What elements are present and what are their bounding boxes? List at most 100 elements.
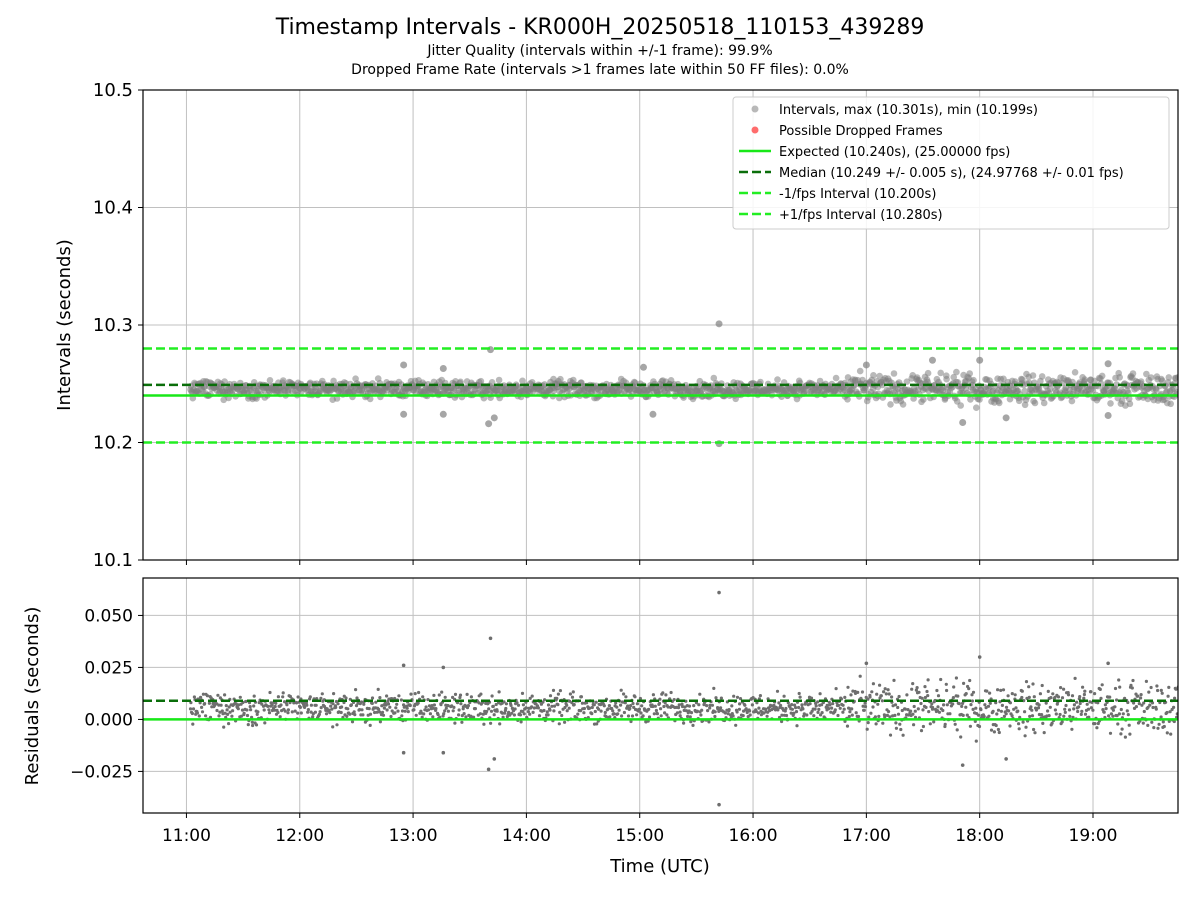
residual-point bbox=[1004, 705, 1009, 709]
residual-point bbox=[509, 703, 513, 708]
interval-point bbox=[1047, 385, 1054, 393]
residual-point bbox=[339, 710, 343, 715]
residual-point bbox=[1066, 693, 1071, 697]
residual-point bbox=[294, 701, 299, 705]
residual-point bbox=[482, 722, 486, 726]
residual-point bbox=[413, 692, 417, 696]
residual-point bbox=[1085, 702, 1089, 706]
residual-point bbox=[396, 709, 400, 713]
residual-point bbox=[394, 706, 398, 710]
residual-point bbox=[1136, 694, 1140, 698]
residual-point bbox=[875, 692, 879, 696]
residual-point bbox=[406, 710, 410, 714]
residual-point bbox=[970, 699, 975, 703]
y-tick-label: 10.1 bbox=[93, 550, 133, 571]
residuals-y-axis-label: Residuals (seconds) bbox=[22, 607, 43, 786]
residual-point bbox=[599, 709, 603, 713]
x-tick-label: 17:00 bbox=[842, 826, 891, 846]
residual-point bbox=[637, 707, 642, 711]
residual-point bbox=[409, 692, 413, 696]
residual-point bbox=[1078, 695, 1082, 699]
residuals-panel: −0.025 0.000 0.025 0.050 11:00 12:00 13:00 14:… bbox=[22, 577, 1179, 877]
residual-point bbox=[731, 714, 735, 718]
residual-point bbox=[912, 704, 916, 709]
residual-point bbox=[710, 703, 715, 707]
residual-point bbox=[768, 703, 773, 708]
residual-point bbox=[886, 688, 890, 692]
residual-point bbox=[780, 719, 784, 724]
residual-point bbox=[313, 710, 317, 714]
residual-point bbox=[524, 706, 528, 710]
residual-point bbox=[863, 701, 867, 705]
residual-point bbox=[982, 714, 986, 719]
residual-point bbox=[489, 709, 494, 713]
interval-outlier-point bbox=[400, 410, 408, 418]
interval-point bbox=[1021, 387, 1028, 395]
residual-point bbox=[1128, 732, 1132, 736]
residual-point bbox=[795, 724, 799, 728]
residual-point bbox=[1063, 707, 1067, 711]
residual-point bbox=[220, 709, 224, 713]
interval-outlier-point bbox=[976, 356, 984, 364]
residual-point bbox=[890, 695, 894, 699]
residual-point bbox=[315, 697, 319, 701]
residual-point bbox=[1172, 719, 1176, 724]
residual-point bbox=[624, 695, 628, 699]
residual-point bbox=[1108, 731, 1113, 735]
residual-point bbox=[530, 694, 534, 698]
residual-point bbox=[906, 708, 910, 712]
residual-point bbox=[956, 694, 960, 698]
residual-point bbox=[735, 710, 739, 714]
residual-point bbox=[977, 713, 981, 717]
residual-point bbox=[412, 708, 416, 712]
residual-point bbox=[1140, 703, 1144, 707]
residual-points bbox=[188, 590, 1178, 807]
residual-point bbox=[188, 707, 193, 711]
residual-point bbox=[355, 696, 359, 700]
residual-point bbox=[1119, 732, 1123, 736]
residual-point bbox=[1027, 685, 1031, 689]
interval-point bbox=[1174, 389, 1178, 396]
residual-point bbox=[590, 712, 594, 716]
residual-point bbox=[1169, 732, 1173, 736]
residual-point bbox=[1001, 688, 1006, 692]
residual-point bbox=[639, 711, 643, 715]
residual-point bbox=[868, 695, 872, 699]
residual-point bbox=[558, 710, 562, 715]
residual-point bbox=[828, 703, 832, 707]
residual-point bbox=[676, 706, 681, 710]
residual-point bbox=[924, 705, 928, 710]
residual-point bbox=[1016, 709, 1020, 713]
residual-point bbox=[377, 707, 381, 712]
interval-point bbox=[966, 370, 973, 377]
residual-point bbox=[1020, 689, 1024, 693]
residual-point bbox=[249, 708, 253, 712]
interval-outlier-point bbox=[715, 320, 723, 328]
residual-point bbox=[436, 713, 440, 717]
residual-point bbox=[400, 714, 404, 718]
residual-reference-lines bbox=[143, 699, 1178, 721]
legend-label-dropped: Possible Dropped Frames bbox=[779, 124, 943, 139]
residual-point bbox=[400, 709, 405, 713]
residual-point bbox=[250, 715, 254, 719]
residual-point bbox=[1166, 694, 1170, 698]
residual-point bbox=[197, 714, 201, 718]
residual-point bbox=[630, 714, 635, 718]
residual-point bbox=[361, 713, 365, 717]
residual-point bbox=[238, 695, 242, 699]
residual-point bbox=[195, 711, 199, 715]
residual-point bbox=[191, 722, 195, 726]
interval-point bbox=[832, 374, 840, 382]
residual-point bbox=[996, 727, 1001, 732]
interval-point bbox=[1011, 378, 1019, 385]
residual-point bbox=[1040, 713, 1044, 717]
residual-point bbox=[314, 703, 318, 707]
residual-point bbox=[675, 711, 680, 715]
residual-point bbox=[921, 708, 925, 712]
residual-point bbox=[913, 709, 917, 713]
residual-point bbox=[686, 714, 690, 719]
interval-point bbox=[870, 372, 877, 379]
residual-outlier-point bbox=[977, 655, 982, 659]
residual-point bbox=[874, 722, 878, 726]
residual-point bbox=[780, 713, 784, 717]
